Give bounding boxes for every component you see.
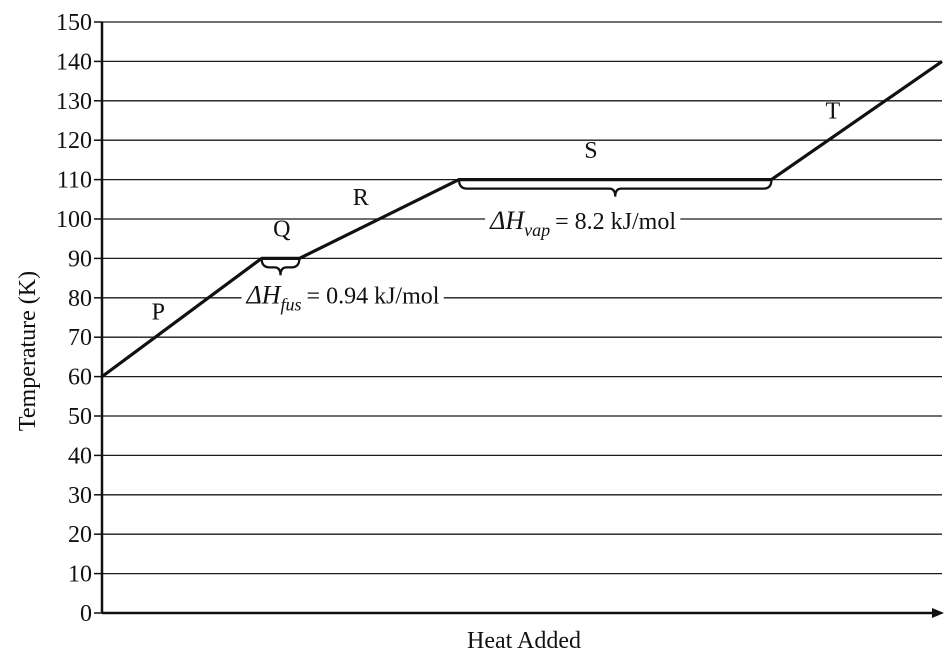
- y-tick-label: 50: [68, 404, 92, 430]
- brace-vap: [457, 179, 773, 197]
- gridlines: [102, 21, 942, 575]
- segment-label-S: S: [584, 138, 597, 164]
- annotation-subscript: vap: [524, 220, 550, 240]
- segment-label-P: P: [152, 299, 165, 325]
- annotation-symbol: ΔH: [489, 206, 525, 235]
- y-tick-label: 110: [57, 168, 92, 194]
- y-tick-label: 0: [80, 601, 92, 627]
- segment-labels: P Q R S T: [152, 99, 841, 326]
- y-tick-label: 120: [56, 128, 92, 154]
- annotation-value: = 8.2 kJ/mol: [555, 209, 676, 235]
- heating-curve-line: [101, 60, 943, 378]
- annotation-subscript: fus: [281, 295, 302, 315]
- y-tick-label: 10: [68, 562, 92, 588]
- segment-label-R: R: [353, 185, 369, 211]
- x-axis-arrowhead: [932, 608, 944, 618]
- y-tick-label: 60: [68, 365, 92, 391]
- y-tick-label: 70: [68, 325, 92, 351]
- axes: [100, 22, 944, 618]
- x-axis-title: Heat Added: [467, 628, 581, 653]
- y-axis-ticks: 0 10 20 30 40 50 60 70 80 90 100 110 120 130 140 150: [56, 10, 102, 627]
- y-tick-label: 140: [56, 49, 92, 75]
- annotation-fus: ΔHfus = 0.94 kJ/mol: [245, 281, 439, 315]
- series: [101, 60, 943, 378]
- annotation-value: = 0.94 kJ/mol: [307, 284, 440, 310]
- y-tick-label: 150: [56, 10, 92, 36]
- y-tick-label: 40: [68, 443, 92, 469]
- y-tick-label: 30: [68, 483, 92, 509]
- y-tick-label: 20: [68, 522, 92, 548]
- y-tick-label: 80: [68, 286, 92, 312]
- brace-fus: [260, 258, 301, 276]
- annotation-background: [485, 207, 681, 240]
- annotation-vap: ΔHvap = 8.2 kJ/mol: [489, 206, 676, 240]
- y-axis-title: Temperature (K): [15, 271, 41, 431]
- segment-label-T: T: [825, 99, 840, 125]
- segment-label-Q: Q: [273, 217, 290, 243]
- annotation-background: [241, 282, 444, 315]
- y-tick-label: 130: [56, 89, 92, 115]
- annotation-symbol: ΔH: [245, 281, 281, 310]
- y-tick-label: 90: [68, 246, 92, 272]
- y-tick-label: 100: [56, 207, 92, 233]
